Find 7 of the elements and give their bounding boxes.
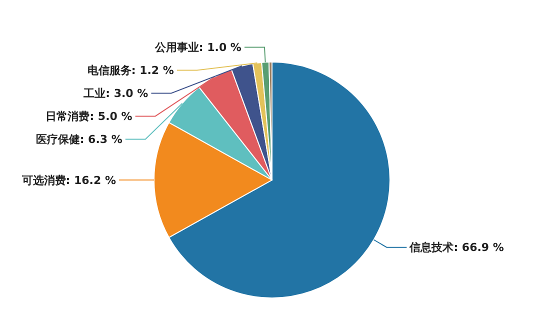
slice-label: 电信服务: 1.2 %	[87, 64, 174, 78]
slice-label: 信息技术: 66.9 %	[408, 241, 504, 254]
slice-label: 工业: 3.0 %	[82, 87, 148, 100]
slice-label: 可选消费: 16.2 %	[20, 174, 116, 187]
slice-label: 公用事业: 1.0 %	[154, 41, 242, 54]
slice-label: 日常消费: 5.0 %	[46, 110, 132, 124]
slice-label: 医疗保健: 6.3 %	[36, 133, 122, 146]
